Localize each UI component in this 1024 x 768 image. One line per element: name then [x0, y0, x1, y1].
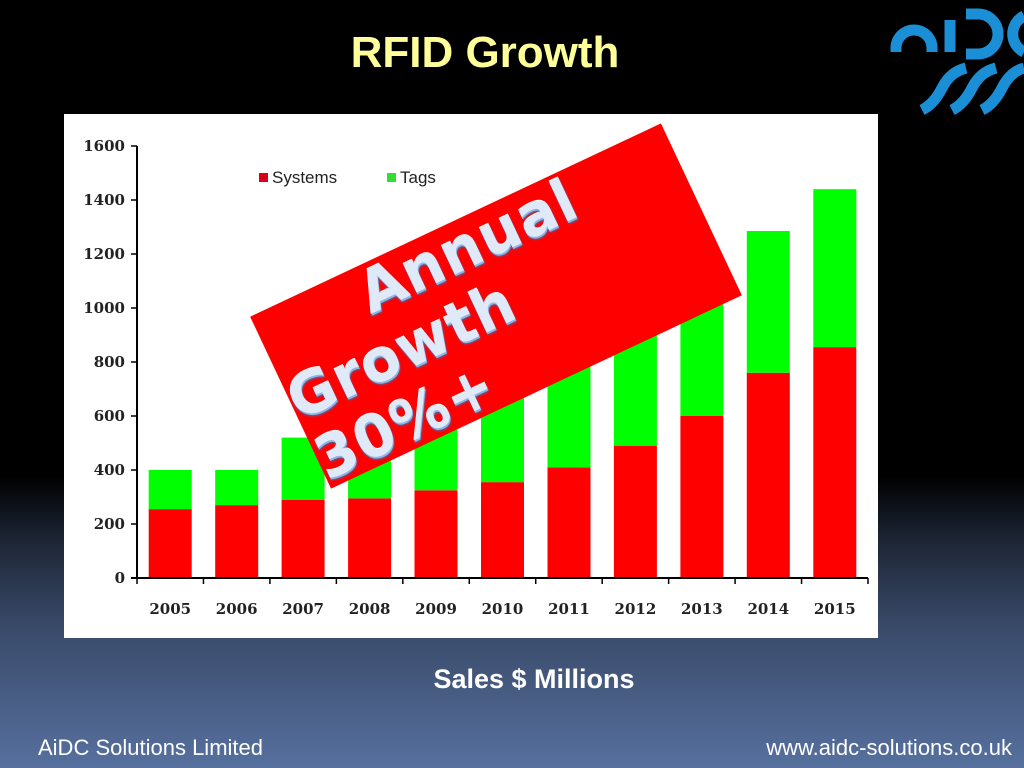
bar-systems-2011 [547, 467, 591, 578]
bar-systems-2007 [281, 499, 325, 578]
footer-website: www.aidc-solutions.co.uk [766, 735, 1012, 760]
legend-label-tags: Tags [400, 168, 436, 187]
y-tick-label: 1000 [83, 299, 125, 317]
x-tick-label: 2009 [415, 600, 457, 618]
bar-systems-2009 [414, 490, 458, 579]
bar-tags-2005 [148, 470, 192, 510]
bar-tags-2015 [813, 189, 857, 348]
bar-systems-2006 [215, 505, 259, 578]
bar-systems-2015 [813, 347, 857, 578]
x-tick-label: 2011 [548, 600, 590, 618]
x-tick-label: 2010 [482, 600, 524, 618]
x-tick-label: 2013 [681, 600, 723, 618]
y-tick-label: 400 [94, 461, 125, 479]
slide-title: RFID Growth [350, 28, 620, 77]
bar-systems-2014 [746, 372, 790, 578]
x-tick-label: 2006 [216, 600, 258, 618]
x-tick-label: 2008 [349, 600, 391, 618]
legend-swatch-systems [259, 173, 268, 182]
bar-systems-2013 [680, 416, 724, 578]
bar-systems-2005 [148, 509, 192, 578]
y-tick-label: 1400 [83, 191, 125, 209]
bar-tags-2006 [215, 470, 259, 506]
bar-tags-2014 [746, 231, 790, 373]
y-tick-label: 200 [94, 515, 125, 533]
aidc-logo-icon [890, 8, 1024, 115]
chart-legend: Systems Tags [259, 168, 436, 187]
x-tick-label: 2015 [814, 600, 856, 618]
y-tick-label: 0 [115, 569, 125, 587]
legend-swatch-tags [387, 173, 396, 182]
y-tick-label: 600 [94, 407, 125, 425]
x-tick-label: 2005 [149, 600, 191, 618]
bar-systems-2012 [613, 445, 657, 578]
bar-systems-2010 [481, 482, 524, 578]
x-tick-label: 2007 [282, 600, 324, 618]
bar-systems-2008 [348, 498, 392, 579]
y-tick-label: 800 [94, 353, 125, 371]
chart-caption: Sales $ Millions [433, 664, 635, 694]
y-tick-label: 1200 [83, 245, 125, 263]
x-tick-label: 2014 [747, 600, 789, 618]
footer-company: AiDC Solutions Limited [38, 735, 263, 760]
y-tick-label: 1600 [83, 137, 125, 155]
legend-label-systems: Systems [272, 168, 337, 187]
x-tick-label: 2012 [615, 600, 657, 618]
